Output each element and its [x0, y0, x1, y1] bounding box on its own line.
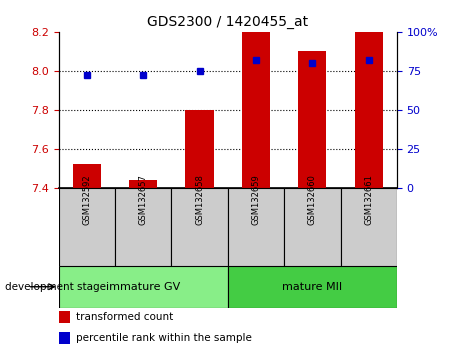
Text: GSM132659: GSM132659	[252, 174, 260, 225]
Text: GSM132592: GSM132592	[83, 175, 91, 225]
Bar	[59, 188, 115, 266]
Text: development stage: development stage	[5, 282, 106, 292]
Bar	[298, 51, 327, 188]
Bar	[228, 188, 284, 266]
Text: percentile rank within the sample: percentile rank within the sample	[76, 333, 251, 343]
Bar	[115, 188, 171, 266]
Text: GSM132657: GSM132657	[139, 174, 147, 225]
Title: GDS2300 / 1420455_at: GDS2300 / 1420455_at	[147, 16, 308, 29]
Bar	[354, 32, 383, 188]
Text: mature MII: mature MII	[282, 282, 342, 292]
Bar	[59, 312, 70, 323]
Text: immature GV: immature GV	[106, 282, 180, 292]
Text: transformed count: transformed count	[76, 312, 173, 322]
Bar	[171, 188, 228, 266]
Bar	[73, 164, 101, 188]
Text: GSM132660: GSM132660	[308, 174, 317, 225]
Text: GSM132661: GSM132661	[364, 174, 373, 225]
Bar	[284, 188, 341, 266]
Bar	[185, 110, 214, 188]
Bar	[129, 180, 157, 188]
Bar	[242, 32, 270, 188]
Bar	[341, 188, 397, 266]
Bar	[59, 266, 228, 308]
Bar	[228, 266, 397, 308]
Text: GSM132658: GSM132658	[195, 174, 204, 225]
Bar	[59, 332, 70, 343]
